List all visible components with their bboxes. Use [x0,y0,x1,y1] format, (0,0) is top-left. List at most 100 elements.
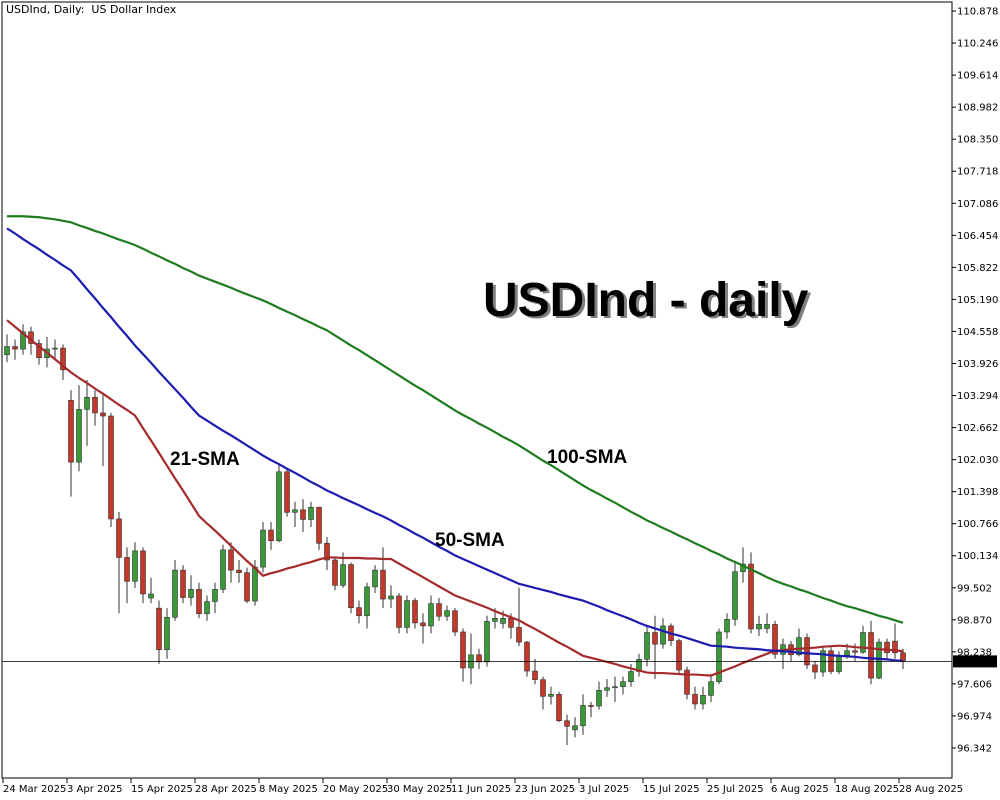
candle-body [180,569,186,598]
candle-body [732,571,738,620]
candle-body [580,705,586,727]
y-tick-label: 102.662 [957,423,998,434]
candle-body [620,681,626,688]
candle-body [396,595,402,628]
candle-body [500,617,506,624]
x-tick-label: 28 Aug 2025 [899,784,963,795]
y-tick-label: 108.350 [957,135,998,146]
y-tick-label: 100.766 [957,519,998,530]
candle-body [516,627,522,643]
candle-body [428,603,434,627]
candle-body [132,550,138,582]
candle-body [108,415,114,520]
candle-body [860,632,866,653]
candle-body [476,654,482,663]
candle-body [60,347,66,371]
candle-body [644,632,650,660]
chart-title: USDInd, Daily: US Dollar Index [6,3,177,16]
y-tick-label: 109.614 [957,71,998,82]
candle-body [604,687,610,691]
candle-body [724,619,730,633]
candle-body [748,563,754,630]
x-tick-label: 3 Jul 2025 [579,784,629,795]
candle-body [276,471,282,542]
candle-body [660,625,666,645]
candle-body [196,589,202,615]
candle-body [252,566,258,602]
x-tick-label: 25 Jul 2025 [707,784,764,795]
candle-body [884,641,890,654]
candle-body [84,396,90,410]
x-tick-label: 6 Aug 2025 [771,784,829,795]
candle-body [340,564,346,586]
candle-body [420,622,426,627]
candle-body [100,412,106,417]
candle-body [156,607,162,651]
candle-body [652,632,658,645]
sma-label: 50-SMA [435,530,505,551]
candle-body [164,616,170,651]
candle-body [700,695,706,705]
candle-body [612,686,618,689]
candle-body [708,681,714,696]
candle-body [372,569,378,588]
y-tick-label: 98.870 [957,615,992,626]
x-tick-label: 28 Apr 2025 [195,784,257,795]
x-tick-label: 23 Jun 2025 [515,784,575,795]
candle-body [844,650,850,656]
candle-body [436,603,442,617]
candle-body [812,664,818,673]
candle-body [316,506,322,544]
candle-body [444,610,450,617]
candle-body [188,589,194,598]
x-tick-label: 15 Apr 2025 [131,784,193,795]
candle-body [684,669,690,695]
candle-body [124,557,130,582]
candle-body [412,600,418,624]
candle-body [228,549,234,571]
candle-body [484,621,490,663]
heading-shadow: USDInd - daily [486,276,812,329]
candle-body [292,509,298,513]
sma-label: 100-SMA [547,447,628,468]
candle-body [852,650,858,653]
candle-body [52,347,58,350]
x-tick-label: 8 May 2025 [259,784,318,795]
y-tick-label: 102.030 [957,455,998,466]
candle-body [148,593,154,599]
candle-body [572,725,578,731]
candle-body [764,624,770,629]
y-tick-label: 103.926 [957,359,998,370]
candle-body [236,569,242,573]
candle-body [532,670,538,680]
candle-body [380,569,386,600]
candle-body [20,331,26,350]
sma-line [6,227,904,662]
candle-body [836,655,842,672]
candle-body [36,343,42,359]
candle-body [260,529,266,568]
candle-body [300,509,306,520]
candle-body [892,640,898,654]
price-box [953,655,997,668]
y-tick-label: 101.398 [957,487,998,498]
x-tick-label: 15 Jul 2025 [643,784,700,795]
candle-body [140,550,146,595]
x-tick-label: 24 Mar 2025 [3,784,66,795]
candle-body [692,694,698,705]
candle-body [324,542,330,561]
candle-body [588,705,594,707]
candle-body [220,549,226,590]
x-tick-label: 11 Jun 2025 [451,784,511,795]
price-label: 98.050 [956,657,991,668]
candle-body [388,595,394,600]
candle-body [876,641,882,679]
candle-body [76,409,82,463]
candle-body [308,506,314,520]
candle-body [116,518,122,558]
y-tick-label: 108.982 [957,103,998,114]
candle-body [564,720,570,727]
candle-body [508,617,514,628]
y-tick-label: 97.606 [957,679,992,690]
